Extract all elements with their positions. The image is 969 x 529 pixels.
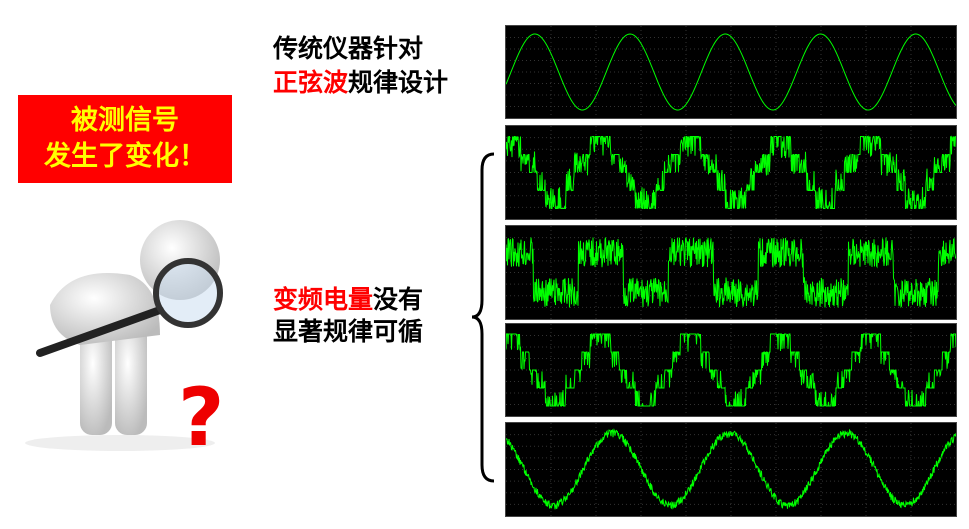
scope-noisy-square-pwm <box>505 225 957 320</box>
curly-brace-icon <box>471 152 495 483</box>
top-caption-rest: 规律设计 <box>348 68 449 97</box>
bottom-caption-line-2: 显著规律可循 <box>273 317 424 346</box>
waveform-trace <box>506 332 956 407</box>
scope-stepped-pwm <box>505 125 957 220</box>
waveform-trace <box>506 135 956 210</box>
waveform-trace <box>506 237 956 309</box>
question-mark: ? <box>178 371 224 455</box>
alert-line-2: 发生了变化！ <box>44 141 206 172</box>
alert-line-1: 被测信号 <box>71 105 179 136</box>
waveform-trace <box>506 33 956 111</box>
vfd-power-highlight: 变频电量 <box>273 285 374 314</box>
scope-sine-with-ripple <box>505 422 957 517</box>
signal-changed-alert: 被测信号 发生了变化！ <box>18 95 232 183</box>
bottom-caption-line-1: 变频电量没有 <box>273 283 423 317</box>
scope-stepped-square <box>505 323 957 417</box>
sine-wave-highlight: 正弦波 <box>273 68 349 97</box>
person-with-magnifier-icon: ? <box>25 220 224 455</box>
bottom-caption-rest: 没有 <box>373 285 424 314</box>
scope-sine <box>505 25 957 119</box>
top-caption-line-1: 传统仪器针对 <box>273 34 424 63</box>
waveform-trace <box>506 428 956 510</box>
top-caption-line-2: 正弦波规律设计 <box>273 66 448 100</box>
